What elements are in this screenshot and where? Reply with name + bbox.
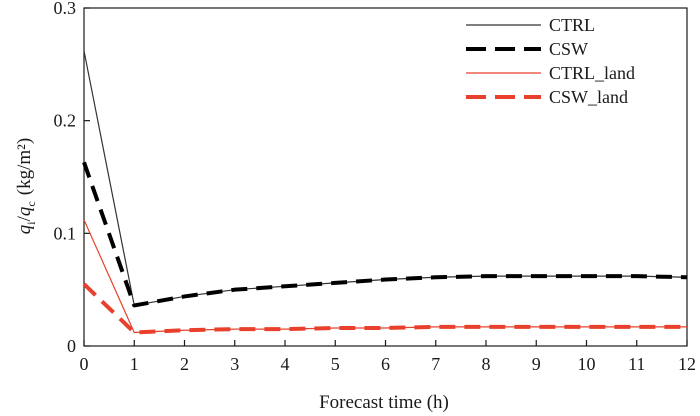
x-tick-label: 9 <box>532 354 541 374</box>
y-axis-q1: q <box>14 224 35 234</box>
x-tick-label: 7 <box>431 354 440 374</box>
y-axis-q2: q <box>14 206 35 216</box>
y-tick-label: 0.3 <box>54 0 77 18</box>
x-tick-label: 11 <box>628 354 645 374</box>
x-tick-label: 4 <box>281 354 290 374</box>
y-axis-q1-sub: i <box>24 221 38 225</box>
x-tick-label: 6 <box>381 354 390 374</box>
x-tick-label: 10 <box>578 354 596 374</box>
x-tick-label: 2 <box>180 354 189 374</box>
y-tick-label: 0 <box>67 336 76 356</box>
x-tick-label: 12 <box>678 354 696 374</box>
legend-entry: CSW_land <box>466 87 628 107</box>
y-axis-sep: / <box>14 215 35 221</box>
y-axis-q2-sub: c <box>24 201 38 206</box>
y-axis-unit: (kg/m²) <box>14 138 35 195</box>
y-tick-label: 0.1 <box>54 223 77 243</box>
y-tick-label: 0.2 <box>54 111 77 131</box>
legend-label: CTRL <box>549 15 595 35</box>
legend: CTRL CSW CTRL_land CSW_land <box>466 15 635 107</box>
legend-label: CSW <box>549 39 588 59</box>
x-tick-label: 8 <box>482 354 491 374</box>
series-ctrl-land <box>83 219 687 334</box>
series-line <box>82 282 687 335</box>
legend-label: CTRL_land <box>549 63 635 83</box>
x-axis-title: Forecast time (h) <box>319 392 449 413</box>
legend-entry: CTRL_land <box>466 63 635 83</box>
legend-entry: CTRL <box>466 15 595 35</box>
series-csw-land <box>82 282 687 335</box>
series-layer <box>82 50 688 335</box>
plot-frame <box>83 7 688 347</box>
series-line <box>82 161 688 308</box>
series-csw <box>82 161 688 308</box>
legend-entry: CSW <box>466 39 588 59</box>
x-tick-label: 5 <box>331 354 340 374</box>
x-tick-label: 3 <box>230 354 239 374</box>
y-axis-title: qi/qc(kg/m²) <box>14 138 38 234</box>
x-tick-label: 0 <box>80 354 89 374</box>
series-line <box>83 219 687 334</box>
x-tick-label: 1 <box>130 354 139 374</box>
legend-label: CSW_land <box>549 87 628 107</box>
